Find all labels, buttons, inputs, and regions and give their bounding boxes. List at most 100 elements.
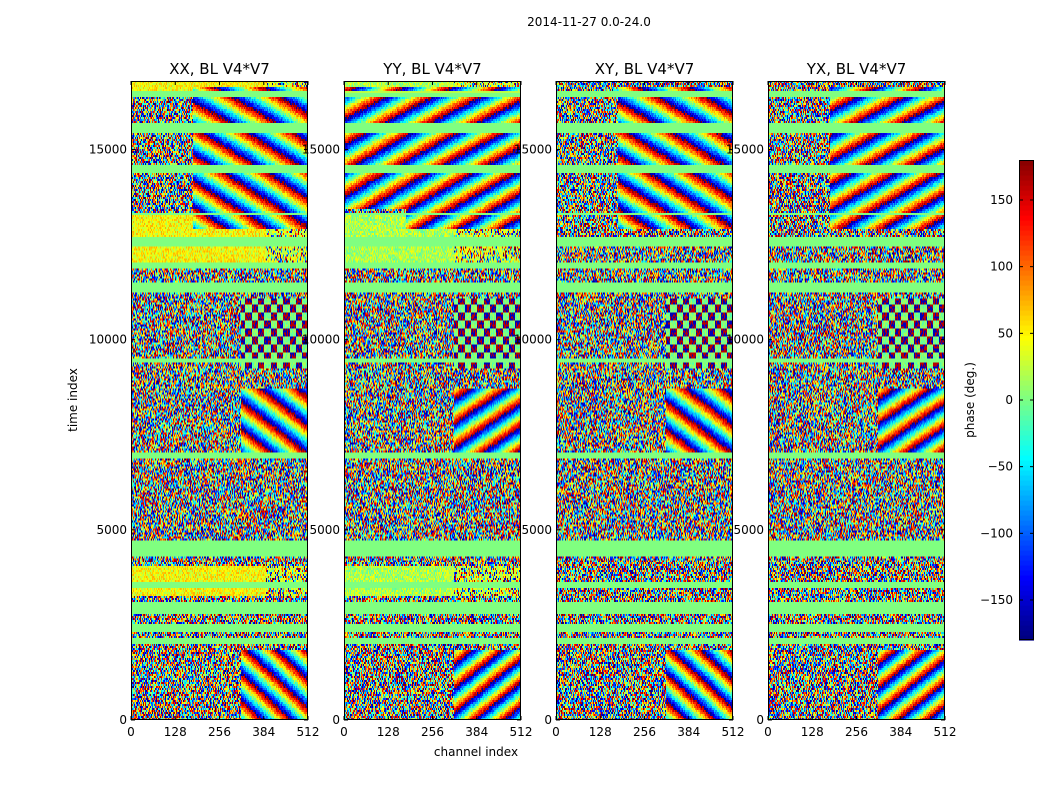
colorbar-segment [1019,350,1034,356]
panel-title: XX, BL V4*V7 [169,60,270,78]
colorbar-segment [1019,185,1034,191]
colorbar-segment [1019,530,1034,536]
colorbar-segment [1019,600,1034,606]
colorbar-segment [1019,270,1034,276]
colorbar-segment [1019,430,1034,436]
colorbar-segment [1019,435,1034,441]
colorbar-segment [1019,540,1034,546]
y-tick-label: 5000 [733,523,764,537]
x-tick-label: 128 [377,725,400,739]
colorbar-segment [1019,545,1034,551]
colorbar-segment [1019,565,1034,571]
colorbar-segment [1019,390,1034,396]
colorbar-segment [1019,335,1034,341]
colorbar-segment [1019,470,1034,476]
panel-xx: XX, BL V4*V7 0 128 256 384 512 0 5000 10000 15000 [89,60,320,739]
x-tick-label: 384 [465,725,488,739]
panel-title: YY, BL V4*V7 [382,60,481,78]
colorbar-tick-label: 100 [990,260,1013,274]
colorbar-segment [1019,440,1034,446]
figure-suptitle: 2014-11-27 0.0-24.0 [527,15,651,29]
colorbar-segment [1019,560,1034,566]
colorbar-segment [1019,235,1034,241]
heatmap-canvas-yx [768,81,945,720]
colorbar-segment [1019,555,1034,561]
colorbar-segment [1019,475,1034,481]
colorbar-segment [1019,520,1034,526]
x-tick-label: 0 [764,725,772,739]
x-tick-label: 384 [677,725,700,739]
panels: XX, BL V4*V7 0 128 256 384 512 0 5000 10000 15000… [89,60,957,739]
x-tick-label: 128 [801,725,824,739]
colorbar-label: phase (deg.) [963,362,977,438]
colorbar-segment [1019,325,1034,331]
y-tick-label: 0 [119,713,127,727]
colorbar-segment [1019,360,1034,366]
colorbar-segment [1019,180,1034,186]
x-tick-label: 0 [552,725,560,739]
colorbar-segment [1019,460,1034,466]
colorbar-tick-label: 50 [998,326,1013,340]
colorbar-segment [1019,595,1034,601]
colorbar: −150 −100 −50 0 50 100 150 [980,160,1034,641]
colorbar-segment [1019,425,1034,431]
colorbar-segment [1019,275,1034,281]
colorbar-segment [1019,250,1034,256]
colorbar-segment [1019,615,1034,621]
panel-title: YX, BL V4*V7 [806,60,907,78]
colorbar-segment [1019,625,1034,631]
colorbar-segment [1019,635,1034,641]
panel-title: XY, BL V4*V7 [595,60,695,78]
panel-yx: YX, BL V4*V7 0 128 256 384 512 0 5000 10000 15000 [726,60,957,739]
colorbar-segment [1019,395,1034,401]
colorbar-segment [1019,590,1034,596]
x-tick-label: 256 [633,725,656,739]
heatmap-xx [131,81,308,720]
colorbar-segment [1019,310,1034,316]
colorbar-segment [1019,175,1034,181]
x-tick-label: 384 [889,725,912,739]
colorbar-segment [1019,420,1034,426]
colorbar-segment [1019,605,1034,611]
colorbar-segment [1019,345,1034,351]
colorbar-segment [1019,320,1034,326]
colorbar-segment [1019,315,1034,321]
colorbar-segment [1019,455,1034,461]
colorbar-segment [1019,405,1034,411]
colorbar-segment [1019,490,1034,496]
colorbar-segment [1019,280,1034,286]
colorbar-segment [1019,190,1034,196]
y-tick-label: 15000 [89,142,127,156]
x-tick-label: 512 [510,725,533,739]
x-axis-label: channel index [434,745,518,759]
colorbar-segment [1019,245,1034,251]
colorbar-segment [1019,535,1034,541]
x-tick-label: 512 [297,725,320,739]
colorbar-segment [1019,290,1034,296]
colorbar-segment [1019,575,1034,581]
colorbar-segment [1019,610,1034,616]
colorbar-segment [1019,195,1034,201]
heatmap-canvas-yy [344,81,521,720]
colorbar-segment [1019,375,1034,381]
colorbar-segment [1019,340,1034,346]
colorbar-segment [1019,330,1034,336]
x-tick-label: 384 [252,725,275,739]
colorbar-segment [1019,265,1034,271]
x-tick-label: 512 [722,725,745,739]
colorbar-segment [1019,255,1034,261]
colorbar-segment [1019,415,1034,421]
y-tick-label: 0 [332,713,340,727]
colorbar-segment [1019,295,1034,301]
x-tick-label: 0 [127,725,135,739]
colorbar-segment [1019,240,1034,246]
colorbar-segment [1019,480,1034,486]
colorbar-tick-label: 0 [1005,393,1013,407]
colorbar-segment [1019,355,1034,361]
colorbar-segment [1019,410,1034,416]
x-tick-label: 128 [164,725,187,739]
colorbar-segment [1019,630,1034,636]
colorbar-segment [1019,205,1034,211]
y-tick-label: 5000 [96,523,127,537]
colorbar-segment [1019,260,1034,266]
